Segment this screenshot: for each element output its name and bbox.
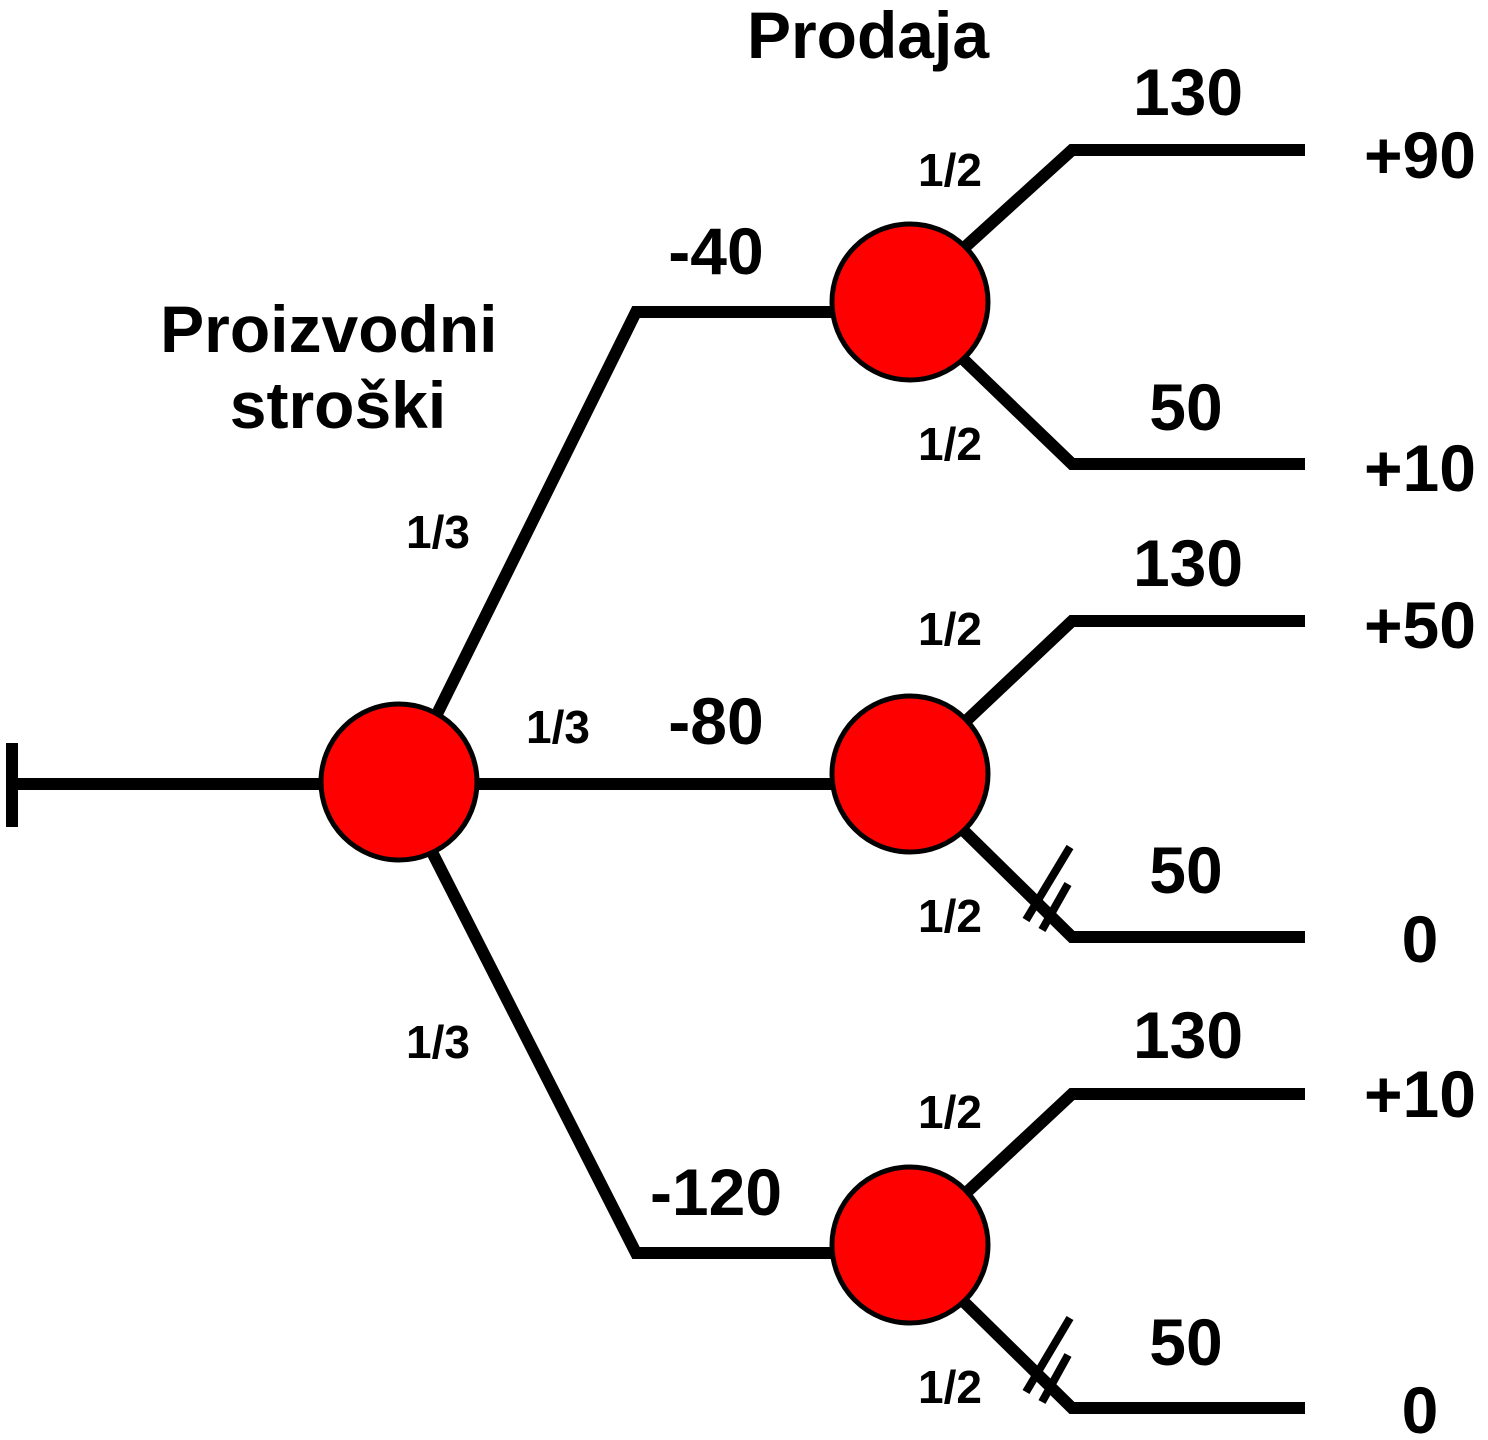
sale-label-b3-o2: 50 (1149, 1305, 1222, 1379)
outcome-prob-b2-o1: 1/2 (918, 603, 982, 655)
cut-mark-b3-o2-a (1022, 1315, 1074, 1395)
root-prob-2: 1/3 (526, 701, 590, 753)
chance-node-branch-1 (829, 221, 991, 383)
cut-mark-b2-o2-b (1038, 882, 1072, 932)
result-label-b1-o1: +90 (1364, 118, 1476, 192)
root-prob-1: 1/3 (406, 506, 470, 558)
header-prodaja: Prodaja (747, 0, 990, 72)
sale-label-b2-o2: 50 (1149, 833, 1222, 907)
cost-label-2: -80 (668, 684, 763, 758)
header-line-1: Proizvodni (160, 292, 497, 366)
edge-b2-o1 (961, 615, 1305, 726)
result-label-b2-o1: +50 (1364, 588, 1476, 662)
header-line-2: stroški (230, 368, 446, 442)
chance-node-branch-3 (829, 1164, 991, 1326)
outcome-prob-b1-o1: 1/2 (918, 144, 982, 196)
edge-b1-o1 (959, 144, 1305, 253)
edge-b3-o2 (957, 1295, 1305, 1414)
result-label-b3-o1: +10 (1364, 1057, 1476, 1131)
cost-label-1: -40 (668, 214, 763, 288)
header-proizvodni-stroski: Proizvodni stroški (160, 292, 516, 442)
sale-label-b3-o1: 130 (1133, 998, 1243, 1072)
edge-cost-1 (431, 306, 832, 717)
chance-node-branch-2 (829, 693, 991, 855)
sale-label-b1-o2: 50 (1149, 370, 1222, 444)
chance-node-root (318, 701, 480, 863)
edge-b3-o1 (961, 1088, 1305, 1198)
cost-label-3: -120 (650, 1155, 782, 1229)
outcome-prob-b1-o2: 1/2 (918, 418, 982, 470)
sale-label-b2-o1: 130 (1133, 526, 1243, 600)
result-label-b1-o2: +10 (1364, 431, 1476, 505)
outcome-prob-b3-o1: 1/2 (918, 1086, 982, 1138)
edge-b1-o2 (957, 353, 1305, 470)
root-prob-3: 1/3 (406, 1016, 470, 1068)
sale-label-b1-o1: 130 (1133, 55, 1243, 129)
outcome-prob-b2-o2: 1/2 (918, 890, 982, 942)
outcome-prob-b3-o2: 1/2 (918, 1361, 982, 1413)
edge-b2-o2 (957, 824, 1305, 943)
result-label-b3-o2: 0 (1402, 1373, 1439, 1440)
cut-mark-b2-o2-a (1022, 844, 1074, 923)
cut-mark-b3-o2-b (1038, 1353, 1072, 1404)
result-label-b2-o2: 0 (1402, 902, 1439, 976)
edge-cost-3 (426, 849, 832, 1259)
